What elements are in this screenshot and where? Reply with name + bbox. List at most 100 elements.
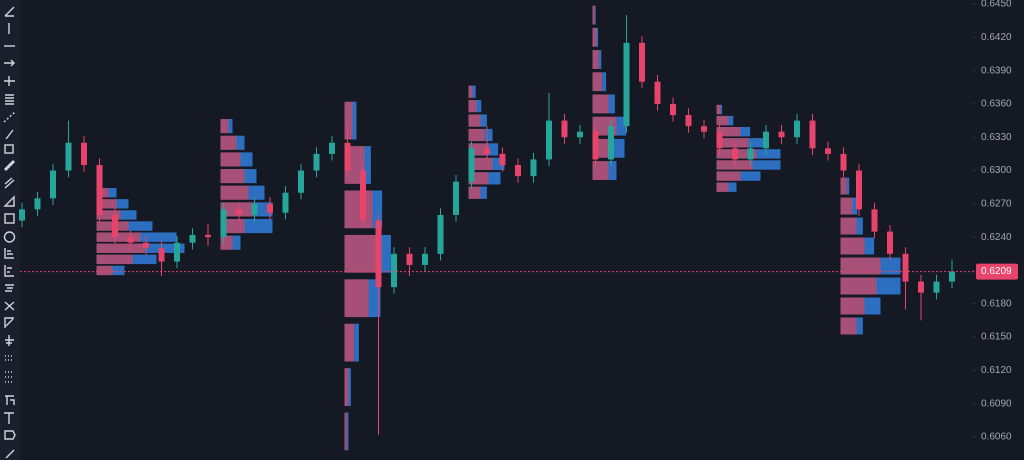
profile-sell-bar (592, 5, 595, 25)
profile-buy-bar (864, 297, 881, 315)
candle-body (19, 209, 25, 221)
candle-body (189, 234, 196, 243)
profile-buy-bar (756, 149, 781, 159)
profile-buy-bar (616, 116, 627, 136)
tool-icon[interactable] (5, 284, 14, 292)
candle-body (205, 234, 211, 238)
profile-buy-bar (128, 221, 153, 231)
y-tick-label: 0.6360 (981, 99, 1012, 110)
profile-buy-bar (372, 190, 383, 229)
tool-icon[interactable] (5, 335, 14, 346)
candle-body (298, 170, 304, 193)
profile-sell-bar (592, 94, 609, 114)
profile-buy-bar (472, 85, 476, 98)
profile-sell-bar (468, 85, 473, 98)
y-tick-label: 0.6390 (981, 65, 1012, 76)
tool-icon[interactable] (3, 231, 16, 243)
profile-sell-bar (716, 126, 741, 137)
candle-body (143, 242, 149, 249)
profile-buy-bar (864, 237, 875, 255)
profile-sell-bar (220, 185, 249, 200)
profile-sell-bar (468, 100, 477, 113)
tool-icon[interactable] (4, 317, 14, 328)
candle-body (65, 142, 72, 171)
profile-buy-bar (598, 50, 602, 69)
profile-sell-bar (840, 217, 857, 235)
profile-buy-bar (112, 265, 125, 276)
tool-icon[interactable] (4, 430, 16, 440)
profile-buy-bar (108, 188, 117, 198)
candle-body (313, 153, 320, 171)
profile-buy-bar (364, 146, 371, 184)
tool-icon[interactable] (4, 76, 15, 86)
profile-buy-bar (116, 199, 129, 209)
candle-body (236, 209, 242, 215)
profile-sell-bar (716, 138, 749, 148)
tool-icon[interactable] (5, 395, 15, 405)
tool-icon[interactable] (4, 6, 15, 17)
tool-icon[interactable] (3, 159, 16, 172)
candle-body (933, 281, 940, 293)
candle-body (282, 192, 289, 213)
candle-body (81, 142, 87, 165)
y-tick-label: 0.6420 (981, 32, 1012, 43)
tool-icon[interactable] (3, 195, 15, 207)
candle-body (158, 248, 165, 262)
y-tick-label: 0.6180 (981, 298, 1012, 309)
tool-icon[interactable] (4, 412, 14, 424)
profile-sell-bar (716, 115, 729, 126)
candle-body (949, 271, 955, 282)
candle-body (623, 42, 630, 127)
candle-body (344, 142, 351, 171)
profile-sell-bar (344, 234, 377, 273)
tool-icon[interactable] (4, 248, 14, 259)
tool-icon[interactable] (4, 59, 15, 67)
profile-buy-bar (752, 160, 781, 170)
candle-body (329, 142, 335, 154)
profile-buy-bar (244, 169, 257, 184)
profile-sell-bar (220, 119, 229, 134)
profile-buy-bar (740, 171, 761, 181)
profile-buy-bar (232, 235, 241, 250)
candle-body (437, 214, 444, 254)
candle-body (267, 203, 273, 213)
tool-icon[interactable] (4, 301, 15, 311)
candle-body (34, 198, 41, 210)
profile-buy-bar (596, 27, 599, 47)
candle-body (174, 242, 180, 262)
profile-sell-bar (716, 171, 741, 181)
tool-icon[interactable] (5, 129, 14, 140)
candle-body (918, 281, 924, 293)
profile-sell-bar (592, 72, 603, 92)
y-tick-label: 0.6240 (981, 232, 1012, 243)
profile-buy-bar (140, 232, 177, 242)
tool-icon[interactable] (5, 94, 14, 105)
profile-sell-bar (840, 237, 865, 255)
tool-icon[interactable] (4, 177, 15, 189)
y-tick-label: 0.6450 (981, 0, 1012, 10)
tool-icon[interactable] (4, 265, 14, 277)
candle-body (422, 253, 428, 265)
profile-buy-bar (748, 138, 765, 148)
profile-sell-bar (96, 210, 121, 220)
profile-buy-bar (728, 182, 737, 192)
profile-sell-bar (220, 235, 233, 250)
y-tick-label: 0.6150 (981, 332, 1012, 343)
tool-icon[interactable] (4, 144, 14, 154)
candle-body (515, 164, 521, 177)
candle-body (592, 131, 599, 160)
candle-body (406, 253, 413, 265)
tool-icon[interactable] (4, 213, 15, 224)
y-tick-label: 0.6060 (981, 432, 1012, 443)
profile-sell-bar (96, 265, 113, 276)
profile-sell-bar (344, 279, 369, 318)
profile-buy-bar (352, 101, 357, 140)
profile-buy-bar (608, 161, 617, 180)
tool-icon[interactable] (3, 111, 16, 123)
profile-sell-bar (592, 161, 609, 180)
profile-buy-bar (480, 186, 487, 199)
y-tick-label: 0.6300 (981, 165, 1012, 176)
last-price-box (976, 263, 1018, 280)
tool-icon[interactable] (5, 449, 15, 459)
